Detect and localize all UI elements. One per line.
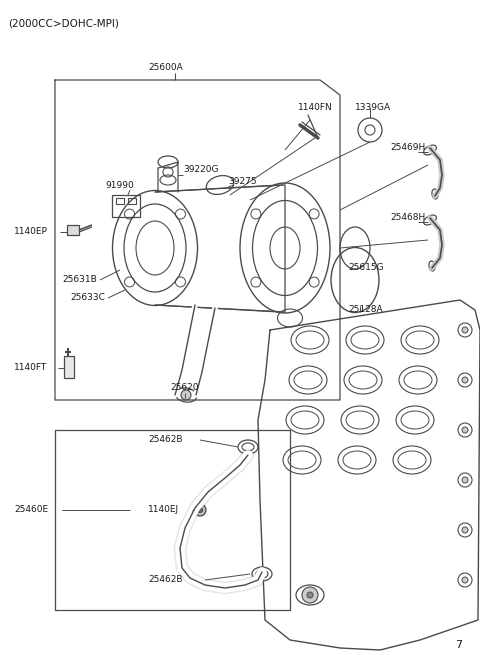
Circle shape	[462, 327, 468, 333]
Text: 1140FT: 1140FT	[14, 364, 47, 373]
Text: 25462B: 25462B	[148, 436, 182, 445]
Circle shape	[462, 427, 468, 433]
Text: 25631B: 25631B	[62, 276, 97, 284]
Text: 39220G: 39220G	[183, 166, 218, 174]
Bar	[67, 225, 79, 235]
Bar	[116, 198, 124, 204]
Text: 39275: 39275	[228, 178, 257, 187]
Circle shape	[194, 504, 206, 516]
Circle shape	[181, 390, 191, 400]
Text: 25620: 25620	[171, 383, 199, 392]
Text: 25615G: 25615G	[348, 263, 384, 272]
Text: 1339GA: 1339GA	[355, 103, 391, 113]
Circle shape	[307, 592, 313, 598]
Text: 25460E: 25460E	[14, 506, 48, 514]
Circle shape	[302, 587, 318, 603]
Circle shape	[197, 508, 203, 512]
Text: (2000CC>DOHC-MPI): (2000CC>DOHC-MPI)	[8, 18, 119, 28]
Text: 25462B: 25462B	[148, 576, 182, 584]
Text: 25469H: 25469H	[390, 143, 425, 153]
Text: 25468H: 25468H	[390, 214, 425, 223]
Bar	[128, 198, 136, 204]
Text: 91990: 91990	[106, 181, 134, 189]
Text: 7: 7	[455, 640, 462, 650]
Text: 1140EP: 1140EP	[14, 227, 48, 236]
Bar	[64, 356, 74, 378]
Bar	[112, 195, 140, 217]
Circle shape	[462, 477, 468, 483]
Text: 1140EJ: 1140EJ	[148, 506, 179, 514]
Circle shape	[462, 527, 468, 533]
Circle shape	[462, 377, 468, 383]
Text: 25128A: 25128A	[348, 305, 383, 314]
Text: 25633C: 25633C	[70, 293, 105, 303]
Text: 25600A: 25600A	[148, 64, 183, 73]
Text: 1140FN: 1140FN	[298, 103, 333, 113]
Circle shape	[462, 577, 468, 583]
